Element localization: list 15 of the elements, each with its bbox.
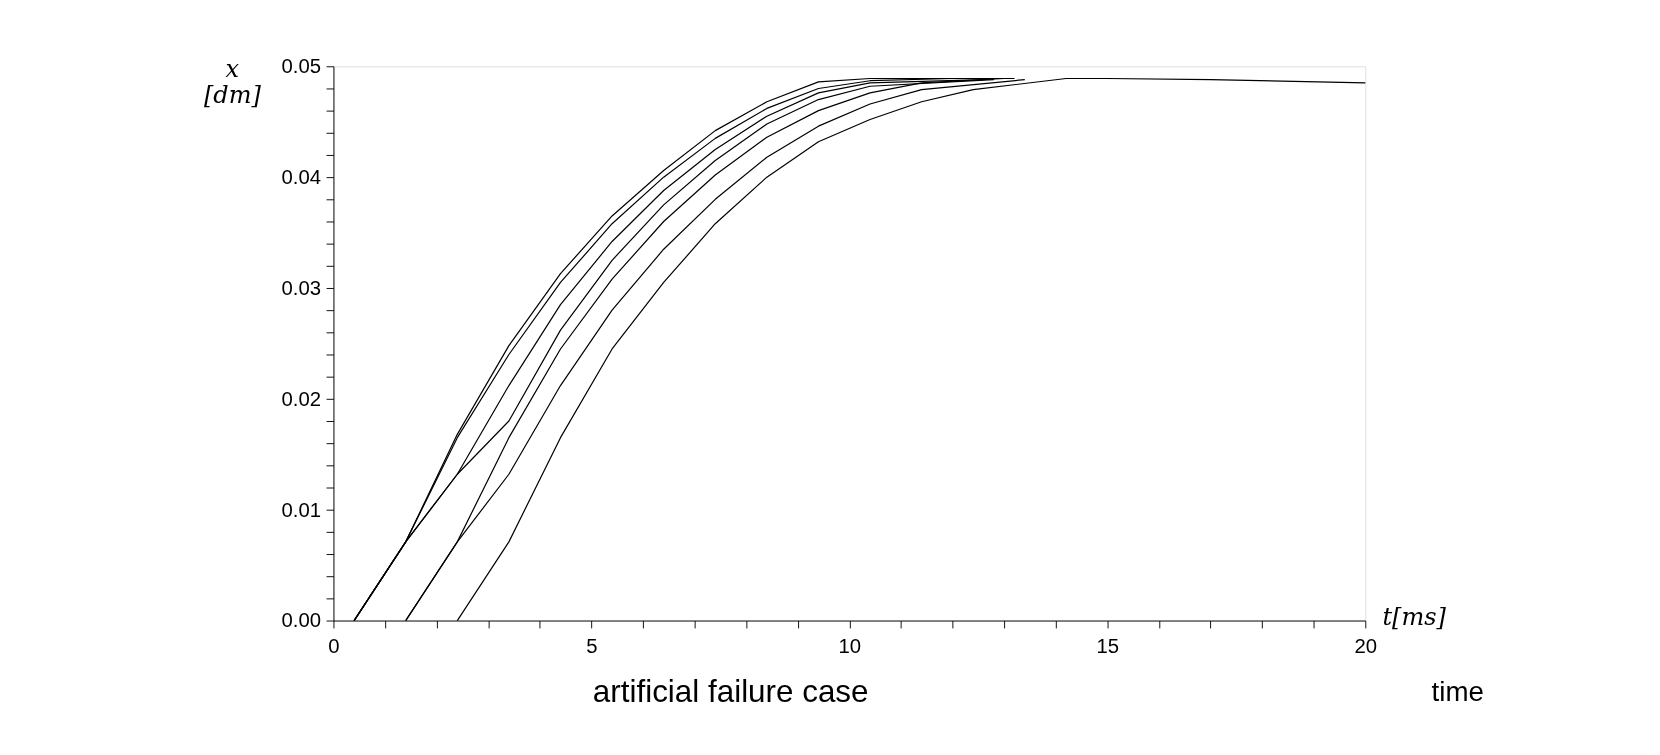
y-tick-label: 0.05 (281, 55, 322, 78)
y-tick-label: 0.02 (281, 387, 322, 410)
x-axis-title: t[ms] (1382, 602, 1447, 631)
text: time (1431, 675, 1484, 707)
x-tick-label: 5 (586, 635, 598, 658)
x-tick-label: 20 (1354, 635, 1378, 658)
y-tick-label: 0.00 (281, 609, 322, 632)
text: artificial failure case (592, 673, 869, 709)
x-tick-label: 10 (838, 635, 862, 658)
x-tick-label: 15 (1096, 635, 1120, 658)
x-tick-label: 0 (328, 635, 340, 658)
y-tick-label: 0.03 (281, 276, 322, 299)
y-tick-label: 0.01 (281, 498, 322, 521)
y-tick-label: 0.04 (281, 166, 322, 189)
y-axis-title: x [dm] (203, 54, 262, 109)
